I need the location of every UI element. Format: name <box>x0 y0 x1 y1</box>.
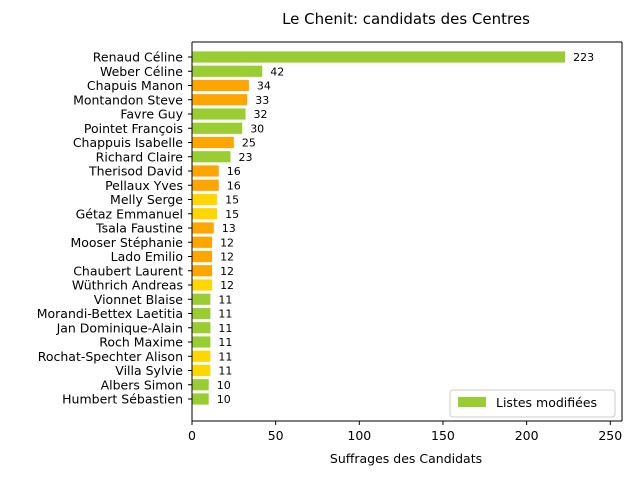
bar <box>192 208 218 220</box>
category-label: Roch Maxime <box>99 335 183 350</box>
category-label: Rochat-Spechter Alison <box>38 349 183 364</box>
bar <box>192 151 231 163</box>
x-tick-label: 200 <box>515 428 539 443</box>
value-label: 33 <box>255 94 269 107</box>
bar <box>192 222 214 234</box>
category-label: Weber Céline <box>100 64 183 79</box>
value-label: 12 <box>220 236 234 249</box>
value-label: 16 <box>227 179 241 192</box>
value-label: 13 <box>222 222 236 235</box>
bar <box>192 122 243 134</box>
bar <box>192 136 234 149</box>
x-tick-label: 100 <box>347 428 371 443</box>
value-label: 30 <box>250 122 264 135</box>
axes: 0 50 100 150 200 250 <box>188 41 623 443</box>
value-label: 11 <box>218 350 232 363</box>
bar <box>192 79 249 92</box>
legend: Listes modifiées <box>449 389 616 418</box>
bar <box>192 336 211 348</box>
bar <box>192 307 211 320</box>
bar <box>192 393 209 405</box>
value-label: 12 <box>220 265 234 278</box>
value-label: 12 <box>220 279 234 292</box>
category-label: Mooser Stéphanie <box>70 235 183 250</box>
value-label: 42 <box>270 65 284 78</box>
bar <box>192 322 211 334</box>
value-label: 23 <box>238 151 252 164</box>
bar <box>192 293 211 305</box>
x-tick-label: 150 <box>431 428 455 443</box>
legend-box <box>449 389 616 418</box>
bar <box>192 364 211 377</box>
value-label: 10 <box>217 379 231 392</box>
category-label: Renaud Céline <box>93 50 184 65</box>
bar <box>192 108 246 120</box>
bar <box>192 179 219 191</box>
value-label: 15 <box>225 208 239 221</box>
bars-layer <box>192 51 566 405</box>
bar <box>192 379 209 391</box>
category-label: Favre Guy <box>120 107 183 122</box>
value-label: 11 <box>218 365 232 378</box>
bar <box>192 94 248 106</box>
category-label: Therisod David <box>88 164 183 179</box>
value-label: 11 <box>218 322 232 335</box>
category-label: Gétaz Emmanuel <box>76 206 183 221</box>
category-label: Humbert Sébastien <box>62 392 183 407</box>
bar <box>192 236 213 248</box>
category-label: Tsala Faustine <box>95 221 183 236</box>
category-label: Jan Dominique-Alain <box>56 320 183 335</box>
legend-swatch <box>458 397 486 407</box>
category-label: Montandon Steve <box>73 92 183 107</box>
value-label: 32 <box>254 108 268 121</box>
category-label: Richard Claire <box>96 149 184 164</box>
bar <box>192 250 213 263</box>
category-label: Villa Sylvie <box>115 363 183 378</box>
legend-label: Listes modifiées <box>496 395 597 410</box>
category-label: Lado Emilio <box>111 249 183 264</box>
category-label: Melly Serge <box>110 192 183 207</box>
chart-title: Le Chenit: candidats des Centres <box>282 10 530 28</box>
value-label: 16 <box>227 165 241 178</box>
bar <box>192 350 211 362</box>
bar <box>192 279 213 291</box>
bar <box>192 51 566 63</box>
x-tick-label: 0 <box>188 428 196 443</box>
category-label: Wüthrich Andreas <box>72 278 183 293</box>
value-label: 11 <box>218 308 232 321</box>
category-label: Pointet François <box>84 121 183 136</box>
value-label: 10 <box>217 393 231 406</box>
category-label: Chapuis Manon <box>87 78 183 93</box>
x-axis-title: Suffrages des Candidats <box>330 451 482 466</box>
category-label: Albers Simon <box>101 377 183 392</box>
bar <box>192 193 218 206</box>
x-tick-label: 250 <box>598 428 622 443</box>
x-tick-label: 50 <box>268 428 284 443</box>
bar <box>192 165 219 177</box>
value-label: 11 <box>218 336 232 349</box>
value-labels: 2234234333230252316161515131212121211111… <box>217 51 594 406</box>
category-label: Morandi-Bettex Laetitia <box>37 306 183 321</box>
value-label: 12 <box>220 251 234 264</box>
category-label: Chappuis Isabelle <box>73 135 183 150</box>
category-label: Chaubert Laurent <box>73 263 183 278</box>
bar <box>192 65 263 77</box>
category-label: Vionnet Blaise <box>94 292 184 307</box>
category-label: Pellaux Yves <box>105 178 183 193</box>
value-label: 25 <box>242 137 256 150</box>
value-label: 223 <box>573 51 594 64</box>
value-label: 11 <box>218 293 232 306</box>
value-label: 15 <box>225 194 239 207</box>
value-label: 34 <box>257 80 271 93</box>
bar <box>192 265 213 277</box>
